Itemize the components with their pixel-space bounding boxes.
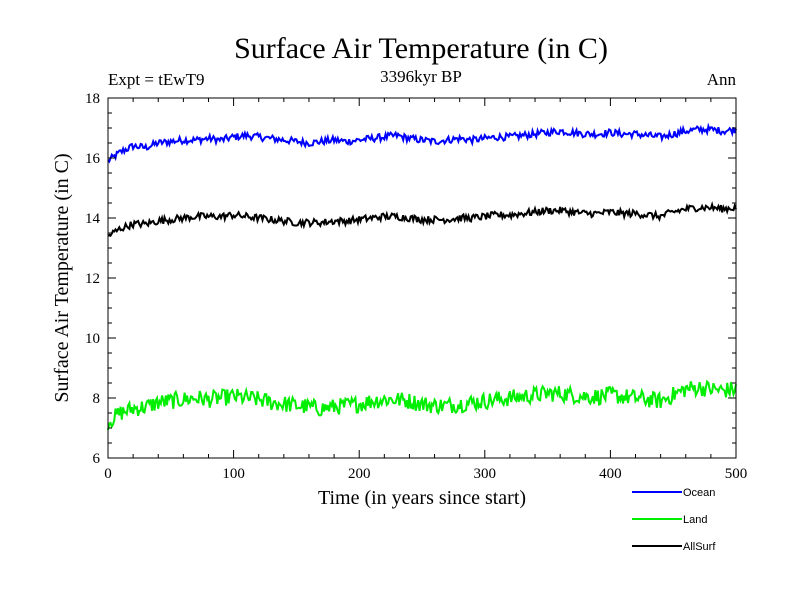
series-line-ocean bbox=[107, 122, 737, 164]
tick-layer: 0 100 200 300 400 500 6 8 10 12 14 16 18 bbox=[85, 91, 747, 482]
y-tick-label: 14 bbox=[85, 211, 101, 227]
y-axis-label: Surface Air Temperature (in C) bbox=[51, 153, 73, 402]
chart-title: Surface Air Temperature (in C) bbox=[234, 32, 608, 65]
x-tick-label: 100 bbox=[222, 466, 245, 482]
y-tick-label: 10 bbox=[85, 331, 100, 347]
season-label: Ann bbox=[707, 70, 737, 89]
legend-label-land: Land bbox=[683, 514, 707, 526]
x-tick-label: 300 bbox=[474, 466, 497, 482]
legend-label-allsurf: AllSurf bbox=[683, 541, 716, 553]
y-tick-label: 8 bbox=[93, 391, 101, 407]
y-tick-label: 18 bbox=[85, 91, 100, 107]
series-line-land bbox=[107, 379, 737, 431]
x-axis-label: Time (in years since start) bbox=[318, 487, 526, 509]
legend: Ocean Land AllSurf bbox=[632, 487, 716, 553]
x-tick-label: 500 bbox=[725, 466, 748, 482]
x-tick-label: 0 bbox=[104, 466, 112, 482]
legend-label-ocean: Ocean bbox=[683, 487, 715, 499]
x-tick-label: 200 bbox=[348, 466, 371, 482]
experiment-label: Expt = tEwT9 bbox=[108, 70, 204, 89]
y-tick-label: 12 bbox=[85, 271, 100, 287]
series-layer bbox=[107, 122, 737, 431]
y-tick-label: 16 bbox=[85, 151, 101, 167]
chart-subtitle: 3396kyr BP bbox=[380, 67, 462, 86]
x-tick-label: 400 bbox=[599, 466, 622, 482]
y-tick-label: 6 bbox=[93, 451, 101, 467]
series-line-allsurf bbox=[107, 201, 737, 238]
